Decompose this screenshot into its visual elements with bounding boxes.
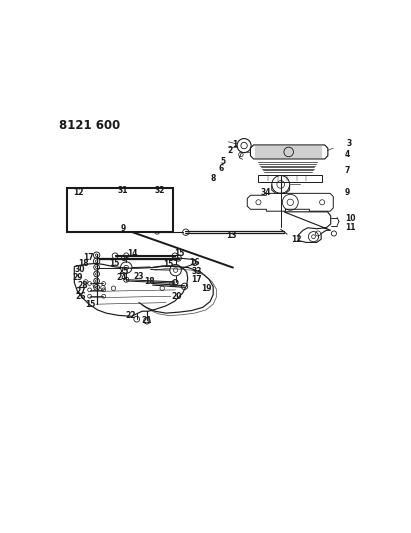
Text: 24: 24 <box>117 272 127 281</box>
Text: 7: 7 <box>344 166 350 175</box>
Text: 13: 13 <box>226 231 237 240</box>
Text: 2: 2 <box>227 146 232 155</box>
Text: 6: 6 <box>218 164 224 173</box>
Text: 17: 17 <box>83 253 93 262</box>
Text: 12: 12 <box>73 188 84 197</box>
Text: 18: 18 <box>144 277 155 286</box>
Text: 15: 15 <box>164 260 174 269</box>
Text: 20: 20 <box>171 292 182 301</box>
Text: 15: 15 <box>85 300 95 309</box>
Text: 22: 22 <box>125 311 136 319</box>
Text: 14: 14 <box>127 249 138 259</box>
Text: 30: 30 <box>74 265 85 274</box>
Text: 4: 4 <box>345 150 350 159</box>
Text: 34: 34 <box>260 188 271 197</box>
Text: 5: 5 <box>220 157 225 166</box>
Bar <box>67 188 173 231</box>
Text: 11: 11 <box>345 223 356 232</box>
Text: 3: 3 <box>346 140 352 149</box>
Text: 19: 19 <box>201 284 212 293</box>
Text: 33: 33 <box>191 267 201 276</box>
Text: 12: 12 <box>291 235 301 244</box>
Text: 1: 1 <box>232 140 237 149</box>
Text: 8121 600: 8121 600 <box>59 119 120 132</box>
Text: 9: 9 <box>345 188 350 197</box>
Text: 23: 23 <box>134 272 144 281</box>
Text: 9: 9 <box>120 224 126 233</box>
Text: 8: 8 <box>210 174 216 183</box>
Text: 28: 28 <box>77 281 88 290</box>
Text: 26: 26 <box>76 293 86 301</box>
Text: 16: 16 <box>189 259 199 267</box>
Text: 27: 27 <box>75 287 86 296</box>
Text: 21: 21 <box>141 316 152 325</box>
Text: 10: 10 <box>345 214 356 223</box>
Text: 25: 25 <box>119 267 129 276</box>
Text: 31: 31 <box>118 185 128 195</box>
Text: 32: 32 <box>155 185 165 195</box>
Text: 15: 15 <box>174 249 185 259</box>
Text: 18: 18 <box>78 259 88 268</box>
Text: 29: 29 <box>73 272 83 281</box>
Text: 15: 15 <box>109 259 120 268</box>
Text: 17: 17 <box>191 275 202 284</box>
